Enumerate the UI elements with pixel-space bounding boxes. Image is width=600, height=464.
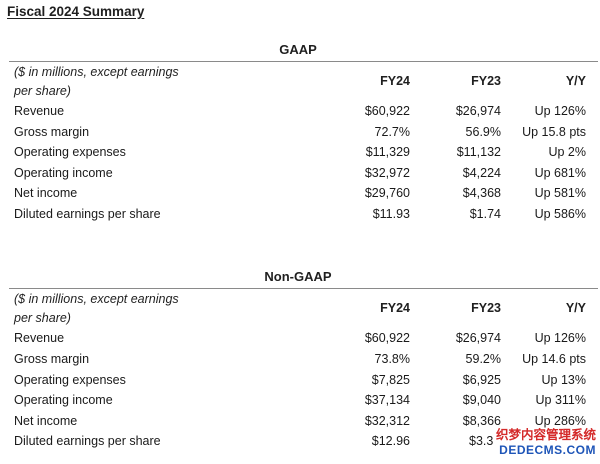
fy24-value: $32,972	[364, 166, 410, 180]
fy24-value: $32,312	[364, 414, 410, 428]
gaap-divider	[9, 61, 598, 62]
yy-value: Up 13%	[541, 373, 586, 387]
row-label: Operating income	[14, 166, 113, 180]
table-row: Operating expenses $11,329 $11,132 Up 2%	[0, 142, 600, 163]
unit-note-line2: per share)	[14, 84, 71, 98]
row-label: Gross margin	[14, 352, 90, 366]
table-row: Operating expenses $7,825 $6,925 Up 13%	[0, 370, 600, 391]
fy23-value: $26,974	[455, 331, 501, 345]
fy23-value: 56.9%	[465, 125, 501, 139]
watermark-logo: 织梦内容管理系统 DEDECMS.COM	[496, 428, 596, 458]
gaap-col-fy23: FY23	[471, 74, 501, 88]
watermark-line2: DEDECMS.COM	[499, 443, 596, 457]
row-label: Gross margin	[14, 125, 90, 139]
fy23-value: $26,974	[455, 104, 501, 118]
yy-value: Up 14.6 pts	[522, 352, 586, 366]
gaap-heading: GAAP	[279, 42, 317, 57]
fy24-value: $11,329	[365, 145, 410, 159]
unit-note-line2: per share)	[14, 311, 71, 325]
fy24-value: 73.8%	[374, 352, 410, 366]
nongaap-col-fy23: FY23	[471, 301, 501, 315]
fy23-value: $4,224	[462, 166, 501, 180]
yy-value: Up 311%	[535, 393, 587, 407]
gaap-col-yy: Y/Y	[565, 74, 586, 88]
fy23-value: $1.74	[469, 207, 501, 221]
table-row: Operating income $37,134 $9,040 Up 311%	[0, 390, 600, 411]
row-label: Operating expenses	[14, 373, 126, 387]
yy-value: Up 126%	[534, 331, 586, 345]
fy23-value: $11,132	[456, 145, 501, 159]
row-label: Diluted earnings per share	[14, 434, 161, 448]
fy24-value: $7,825	[371, 373, 410, 387]
table-row: Net income $29,760 $4,368 Up 581%	[0, 183, 600, 204]
fy24-value: $60,922	[364, 331, 410, 345]
fy23-value: $3.3	[469, 434, 494, 448]
table-row: Gross margin 72.7% 56.9% Up 15.8 pts	[0, 122, 600, 143]
row-label: Operating expenses	[14, 145, 126, 159]
gaap-unit-note: ($ in millions, except earnings per shar…	[14, 63, 214, 101]
fy24-value: $29,760	[364, 186, 410, 200]
table-row: Net income $32,312 $8,366 Up 286%	[0, 411, 600, 432]
yy-value: Up 2%	[548, 145, 586, 159]
yy-value: Up 581%	[534, 186, 586, 200]
nongaap-heading: Non-GAAP	[264, 269, 332, 284]
row-label: Operating income	[14, 393, 113, 407]
gaap-col-fy24: FY24	[380, 74, 410, 88]
nongaap-col-fy24: FY24	[380, 301, 410, 315]
fy24-value: $60,922	[364, 104, 410, 118]
row-label: Net income	[14, 414, 78, 428]
yy-value: Up 681%	[534, 166, 586, 180]
watermark-line1: 织梦内容管理系统	[495, 428, 596, 442]
fy23-value: $8,366	[462, 414, 501, 428]
unit-note-line1: ($ in millions, except earnings	[14, 65, 179, 79]
yy-value: Up 586%	[534, 207, 586, 221]
table-row: Revenue $60,922 $26,974 Up 126%	[0, 328, 600, 349]
fy23-value: $4,368	[462, 186, 501, 200]
row-label: Net income	[14, 186, 78, 200]
row-label: Diluted earnings per share	[14, 207, 161, 221]
row-label: Revenue	[14, 331, 65, 345]
fy24-value: $37,134	[364, 393, 410, 407]
yy-value: Up 126%	[534, 104, 586, 118]
fy24-value: $12.96	[371, 434, 410, 448]
table-row: Operating income $32,972 $4,224 Up 681%	[0, 163, 600, 184]
yy-value: Up 286%	[534, 414, 586, 428]
table-row: Gross margin 73.8% 59.2% Up 14.6 pts	[0, 349, 600, 370]
fy24-value: 72.7%	[374, 125, 410, 139]
page-title: Fiscal 2024 Summary	[7, 4, 145, 19]
fy24-value: $11.93	[372, 207, 410, 221]
nongaap-unit-note: ($ in millions, except earnings per shar…	[14, 290, 214, 328]
nongaap-col-yy: Y/Y	[565, 301, 586, 315]
fy23-value: $9,040	[462, 393, 501, 407]
table-row: Diluted earnings per share $11.93 $1.74 …	[0, 204, 600, 225]
yy-value: Up 15.8 pts	[522, 125, 586, 139]
table-row: Diluted earnings per share $12.96 $3.3	[0, 431, 600, 452]
fy23-value: $6,925	[462, 373, 501, 387]
nongaap-divider	[9, 288, 598, 289]
unit-note-line1: ($ in millions, except earnings	[14, 292, 179, 306]
row-label: Revenue	[14, 104, 65, 118]
table-row: Revenue $60,922 $26,974 Up 126%	[0, 101, 600, 122]
fy23-value: 59.2%	[465, 352, 501, 366]
